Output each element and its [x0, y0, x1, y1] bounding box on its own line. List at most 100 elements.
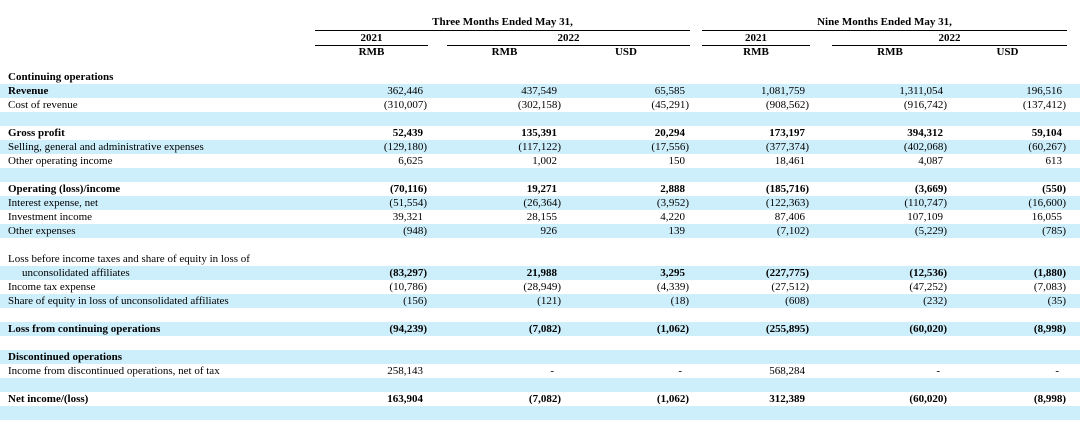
table-row: Selling, general and administrative expe… — [0, 140, 1080, 154]
row-label: Other operating income — [8, 155, 113, 167]
value-cell: - — [678, 365, 682, 377]
row-label: Selling, general and administrative expe… — [8, 141, 204, 153]
value-cell: (117,122) — [518, 141, 561, 153]
value-cell: (28,949) — [523, 281, 561, 293]
row-label: Loss from continuing operations — [8, 323, 161, 335]
table-row: Share of equity in loss of unconsolidate… — [0, 294, 1080, 308]
value-cell: 135,391 — [521, 127, 557, 139]
value-cell: (908,562) — [765, 99, 809, 111]
value-cell: 18,461 — [774, 155, 805, 167]
value-cell: 613 — [1045, 155, 1063, 167]
table-row: Loss before income taxes and share of eq… — [0, 252, 1080, 266]
value-cell: (7,082) — [528, 323, 561, 335]
row-label: Investment income — [8, 211, 93, 223]
currency-header-3: USD — [614, 46, 637, 58]
value-cell: (402,068) — [903, 141, 947, 153]
row-label: Revenue — [8, 85, 49, 97]
row-label — [0, 378, 1067, 392]
value-cell: (137,412) — [1022, 99, 1066, 111]
value-cell: (1,062) — [656, 323, 689, 335]
value-cell: 87,406 — [774, 211, 805, 223]
value-cell: (129,180) — [383, 141, 427, 153]
year-header-3m-2021: 2021 — [315, 31, 428, 46]
row-label: unconsolidated affiliates — [22, 267, 130, 279]
value-cell: (10,786) — [389, 281, 427, 293]
year-header-3m-2022: 2022 — [447, 31, 690, 46]
value-cell: (16,600) — [1028, 197, 1066, 209]
row-label — [0, 308, 1067, 322]
currency-header-6: USD — [996, 46, 1019, 58]
table-row-empty — [0, 336, 1080, 350]
table-row-empty — [0, 308, 1080, 322]
value-cell: 20,294 — [654, 127, 685, 139]
value-cell: 19,271 — [526, 183, 557, 195]
table-row: Interest expense, net (51,554) (26,364) (3,… — [0, 196, 1080, 210]
row-label: Operating (loss)/income — [8, 183, 121, 195]
value-cell: 173,197 — [769, 127, 805, 139]
value-cell: 3,295 — [660, 267, 685, 279]
value-cell: - — [936, 365, 940, 377]
table-row-empty — [0, 112, 1080, 126]
value-cell: 258,143 — [387, 365, 423, 377]
value-cell: 65,585 — [654, 85, 685, 97]
row-label: Interest expense, net — [8, 197, 99, 209]
row-label: Income from discontinued operations, net… — [8, 365, 220, 377]
header-currency-row: RMB RMB USD RMB RMB USD — [0, 46, 1080, 60]
value-cell: (156) — [403, 295, 427, 307]
value-cell: (1,062) — [656, 393, 689, 405]
value-cell: (110,747) — [904, 197, 947, 209]
year-header-9m-2021: 2021 — [702, 31, 810, 46]
value-cell: (121) — [537, 295, 561, 307]
value-cell: (122,363) — [765, 197, 809, 209]
row-label: Cost of revenue — [8, 99, 78, 111]
value-cell: (12,536) — [909, 267, 947, 279]
row-label: Loss before income taxes and share of eq… — [8, 253, 250, 265]
value-cell: 2,888 — [660, 183, 685, 195]
value-cell: (18) — [670, 295, 689, 307]
row-label — [0, 112, 1067, 126]
value-cell: (5,229) — [914, 225, 947, 237]
value-cell: 196,516 — [1026, 85, 1062, 97]
value-cell: (26,364) — [523, 197, 561, 209]
value-cell: 139 — [668, 225, 686, 237]
currency-header-4: RMB — [743, 46, 769, 58]
table-row: Operating (loss)/income (70,116) 19,271 2,8… — [0, 182, 1080, 196]
value-cell: (3,952) — [656, 197, 689, 209]
value-cell: 4,220 — [660, 211, 685, 223]
value-cell: 437,549 — [521, 85, 557, 97]
row-label: Income tax expense — [8, 281, 96, 293]
row-label — [0, 168, 1067, 182]
value-cell: (7,083) — [1033, 281, 1066, 293]
header-period-row: Three Months Ended May 31, Nine Months E… — [0, 14, 1080, 31]
table-row: Cost of revenue (310,007) (302,158) (45,291… — [0, 98, 1080, 112]
value-cell: (916,742) — [903, 99, 947, 111]
value-cell: (227,775) — [765, 267, 809, 279]
value-cell: 28,155 — [526, 211, 557, 223]
row-label: Continuing operations — [8, 71, 114, 83]
year-header-9m-2022: 2022 — [832, 31, 1067, 46]
value-cell: (70,116) — [390, 183, 427, 195]
value-cell: 21,988 — [526, 267, 557, 279]
value-cell: 39,321 — [392, 211, 423, 223]
table-row: Continuing operations — [0, 70, 1080, 84]
table-row: Other operating income 6,625 1,002 150 18,46… — [0, 154, 1080, 168]
value-cell: (47,252) — [909, 281, 947, 293]
table-row-empty — [0, 238, 1080, 252]
row-label: Net income/(loss) — [8, 393, 89, 405]
value-cell: 6,625 — [398, 155, 423, 167]
row-label: Gross profit — [8, 127, 65, 139]
value-cell: (232) — [923, 295, 947, 307]
table-row: Other expenses (948) 926 139 (7,102) (5,229) (… — [0, 224, 1080, 238]
value-cell: (550) — [1042, 183, 1066, 195]
value-cell: 150 — [668, 155, 686, 167]
table-row: Income from discontinued operations, net… — [0, 364, 1080, 378]
value-cell: 107,109 — [907, 211, 943, 223]
value-cell: (310,007) — [383, 99, 427, 111]
row-label — [0, 406, 1067, 420]
table-body: Continuing operations Revenue 362,446 437,5… — [0, 70, 1080, 420]
value-cell: (4,339) — [656, 281, 689, 293]
value-cell: (27,512) — [771, 281, 809, 293]
value-cell: 312,389 — [769, 393, 805, 405]
value-cell: (377,374) — [765, 141, 809, 153]
table-row: Loss from continuing operations (94,239) (… — [0, 322, 1080, 336]
